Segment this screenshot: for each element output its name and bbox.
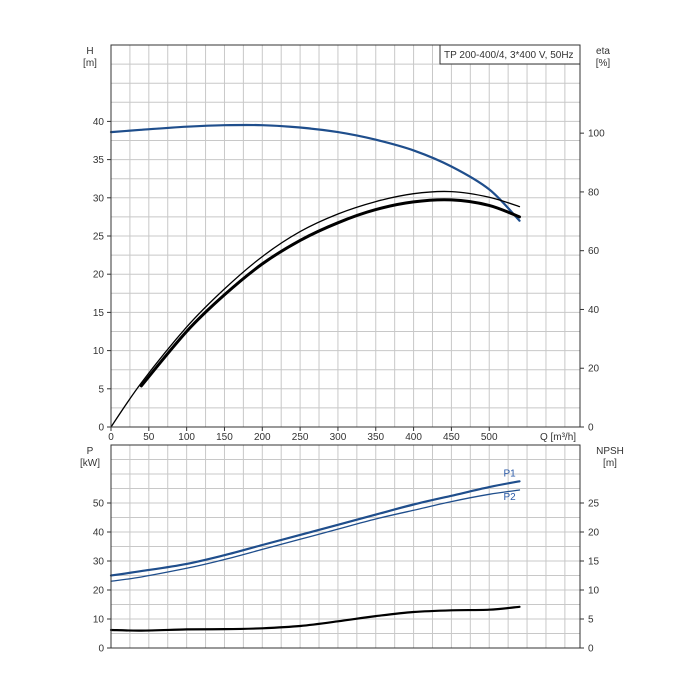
tick-label: 80 [588,187,600,198]
lower-left-ticks: 0 10 20 30 40 50 [93,499,111,655]
legend-box: TP 200-400/4, 3*400 V, 50Hz [439,44,581,65]
left-axis-title-h: H [86,46,93,57]
upper-x-ticks: 0 50 100 150 200 250 300 350 400 450 500 [108,427,498,443]
tick-label: 0 [108,432,114,443]
tick-label: 450 [443,432,460,443]
tick-label: 30 [93,557,105,568]
legend-frame [439,44,581,65]
upper-panel: 0 5 10 15 20 25 30 35 40 0 20 40 60 80 100 0 50 100 150 2… [83,44,611,443]
tick-label: 60 [588,246,600,257]
upper-grid [111,45,580,427]
curve-lower-0 [109,480,521,577]
curve-lower-2 [109,605,521,632]
tick-label: 30 [93,193,105,204]
tick-label: 200 [254,432,271,443]
lower-grid [111,445,580,648]
right-axis-unit-npsh: [m] [603,458,617,469]
curve-upper-2 [139,198,521,388]
tick-label: 25 [588,499,600,510]
tick-label: 0 [588,644,594,655]
lower-panel: 0 10 20 30 40 50 0 5 10 15 20 25 P [kW] NPSH [m] P… [80,444,624,655]
tick-label: 20 [588,364,600,375]
tick-label: 15 [588,557,600,568]
tick-label: 20 [93,270,105,281]
tick-label: 20 [93,586,105,597]
x-axis-label: Q [m³/h] [540,432,576,443]
tick-label: 40 [93,117,105,128]
lower-right-ticks: 0 5 10 15 20 25 [580,499,600,655]
curve-upper-1 [110,190,521,428]
tick-label: 500 [481,432,498,443]
tick-label: 40 [93,528,105,539]
right-axis-title-npsh: NPSH [596,446,624,457]
upper-left-ticks: 0 5 10 15 20 25 30 35 40 [93,117,111,434]
curve-lower-1 [110,489,521,582]
series-label-p1: P1 [503,468,516,479]
lower-plot-frame [110,444,581,649]
tick-label: 15 [93,308,105,319]
tick-label: 250 [292,432,309,443]
tick-label: 10 [93,346,105,357]
tick-label: 350 [367,432,384,443]
curve-upper-0 [109,123,521,222]
curve-extension [110,129,142,133]
tick-label: 5 [98,384,104,395]
upper-curves [109,123,521,428]
left-axis-unit-p: [kW] [80,458,100,469]
tick-label: 100 [178,432,195,443]
series-label-p2: P2 [503,492,516,503]
left-axis-unit-h: [m] [83,58,97,69]
tick-label: 50 [93,499,105,510]
tick-label: 20 [588,528,600,539]
tick-label: 25 [93,232,105,243]
tick-label: 100 [588,129,605,140]
lower-curves [109,480,521,632]
upper-right-ticks: 0 20 40 60 80 100 [580,129,605,434]
tick-label: 400 [405,432,422,443]
tick-label: 0 [98,423,104,434]
tick-label: 0 [588,423,594,434]
tick-label: 5 [588,615,594,626]
tick-label: 10 [588,586,600,597]
tick-label: 35 [93,155,105,166]
tick-label: 0 [98,644,104,655]
legend-text: TP 200-400/4, 3*400 V, 50Hz [444,50,574,61]
tick-label: 300 [330,432,347,443]
left-axis-title-p: P [87,446,94,457]
right-axis-title-eta: eta [596,46,610,57]
tick-label: 50 [143,432,155,443]
right-axis-unit-eta: [%] [596,58,611,69]
tick-label: 40 [588,305,600,316]
tick-label: 10 [93,615,105,626]
tick-label: 150 [216,432,233,443]
